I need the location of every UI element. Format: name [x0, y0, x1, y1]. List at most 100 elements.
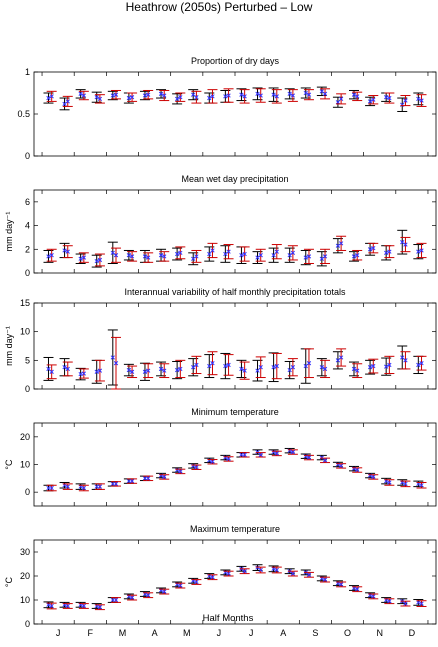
data-point [403, 358, 408, 363]
data-point [210, 459, 215, 464]
panel-title: Mean wet day precipitation [181, 174, 288, 184]
data-point [226, 456, 231, 462]
data-point [49, 369, 54, 374]
y-axis-label: °C [4, 576, 14, 587]
data-point [239, 366, 244, 372]
data-point [46, 485, 51, 491]
data-point [290, 250, 296, 255]
data-point [355, 368, 360, 373]
y-tick-label: 15 [20, 298, 30, 308]
data-point [146, 92, 151, 97]
y-tick-label: 0 [25, 619, 30, 629]
y-axis-label: mm day⁻¹ [4, 326, 14, 366]
data-point [319, 89, 324, 94]
data-point [158, 366, 164, 372]
data-point [97, 484, 103, 489]
data-point [271, 92, 276, 97]
panels: Proportion of dry days 0 0.5 1 Mean wet day … [4, 56, 437, 638]
data-point [306, 455, 312, 460]
data-point [110, 250, 115, 255]
panel-title: Minimum temperature [191, 407, 279, 417]
data-point [65, 249, 70, 254]
data-point [287, 253, 292, 258]
data-point [94, 369, 99, 374]
y-tick-label: 10 [20, 595, 30, 605]
x-axis-label: Half Months [203, 613, 254, 624]
data-point [290, 571, 296, 576]
data-point [65, 99, 70, 104]
data-point [322, 458, 328, 463]
data-point [162, 368, 167, 373]
x-tick-label: A [152, 628, 158, 638]
data-point [371, 363, 376, 369]
data-point [271, 253, 276, 258]
y-tick-label: 0 [25, 384, 30, 394]
data-point [239, 253, 244, 258]
data-point [142, 369, 148, 374]
data-point [142, 93, 148, 98]
data-point [274, 451, 279, 456]
data-point [146, 476, 151, 481]
x-tick-label: O [344, 628, 351, 638]
data-point [306, 254, 312, 259]
data-point [129, 254, 135, 259]
data-point [400, 355, 405, 360]
data-point [274, 94, 279, 99]
data-point [210, 575, 215, 580]
data-point [158, 91, 164, 96]
data-point [351, 254, 357, 259]
data-point [142, 254, 148, 259]
data-point [258, 365, 263, 370]
y-axis-label: °C [4, 459, 14, 470]
data-point [178, 250, 183, 255]
data-point [97, 368, 103, 373]
data-point [191, 256, 196, 261]
axes-frame [33, 422, 437, 507]
data-point [207, 251, 212, 257]
data-point [403, 601, 408, 606]
data-point [355, 587, 360, 592]
data-point [258, 452, 263, 457]
data-point [387, 249, 392, 254]
data-point [306, 92, 312, 97]
data-point [78, 371, 83, 377]
x-tick-label: J [249, 628, 254, 638]
data-point [338, 96, 344, 102]
data-point [303, 90, 308, 96]
data-point [97, 96, 103, 102]
data-point [81, 485, 86, 491]
data-point [194, 362, 199, 368]
data-point [158, 253, 164, 258]
data-point [94, 95, 99, 100]
data-point [65, 603, 70, 609]
axes-frame [33, 302, 437, 390]
data-point [335, 243, 341, 248]
data-point [146, 593, 151, 598]
data-point [403, 98, 408, 103]
data-point [367, 247, 373, 252]
data-point [371, 97, 376, 102]
y-tick-label: 0 [25, 151, 30, 161]
data-point [110, 355, 115, 360]
data-point [400, 240, 405, 245]
data-point [210, 361, 215, 366]
y-tick-label: 0 [25, 487, 30, 497]
data-point [194, 254, 199, 259]
data-point [274, 249, 279, 254]
data-point [355, 253, 360, 258]
data-point [174, 367, 180, 373]
data-point [191, 92, 196, 97]
data-point [371, 594, 376, 599]
chart-panel-5: Maximum temperature 0 10 20 30 °C J F M A M J J A S O N D [4, 524, 437, 638]
data-point [97, 257, 103, 263]
data-point [78, 256, 83, 261]
data-point [290, 93, 296, 98]
data-point [416, 249, 421, 254]
data-point [113, 253, 119, 258]
data-point [355, 467, 360, 473]
data-point [129, 95, 135, 100]
data-point [78, 91, 83, 96]
data-point [162, 589, 167, 594]
y-tick-label: 2 [25, 244, 30, 254]
data-point [367, 365, 373, 370]
